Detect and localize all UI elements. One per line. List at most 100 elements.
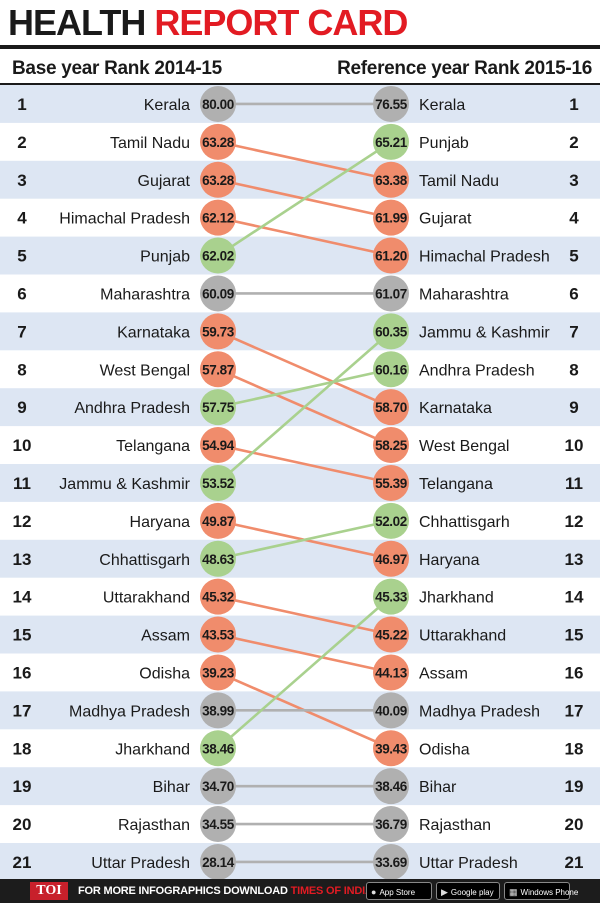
reference-rank-label: 21 bbox=[565, 853, 584, 872]
base-score-marker bbox=[200, 768, 236, 805]
base-rank-label: 21 bbox=[13, 853, 32, 872]
row-stripe bbox=[0, 236, 600, 275]
title-part-2: REPORT CARD bbox=[154, 2, 408, 43]
base-rank-label: 19 bbox=[13, 777, 32, 796]
reference-score-label: 63.38 bbox=[375, 173, 408, 188]
base-state-label: Uttar Pradesh bbox=[91, 855, 190, 872]
reference-rank-label: 14 bbox=[565, 588, 584, 607]
base-score-label: 39.23 bbox=[202, 665, 235, 680]
windows-phone-label: Windows Phone bbox=[520, 888, 579, 897]
google-play-badge[interactable]: ▶ Google play bbox=[436, 882, 500, 900]
base-score-marker bbox=[200, 351, 236, 388]
base-state-label: Uttarakhand bbox=[103, 590, 190, 607]
base-rank-label: 6 bbox=[17, 284, 26, 303]
base-score-label: 53.52 bbox=[202, 476, 234, 491]
base-state-label: Kerala bbox=[144, 97, 190, 114]
rank-change-line bbox=[217, 367, 392, 409]
base-state-label: Odisha bbox=[139, 665, 190, 682]
reference-score-marker bbox=[373, 427, 409, 464]
base-score-label: 43.53 bbox=[202, 628, 235, 643]
reference-state-label: Punjab bbox=[419, 135, 469, 152]
base-score-marker bbox=[200, 540, 236, 577]
reference-state-label: Jharkhand bbox=[419, 590, 494, 607]
reference-score-marker bbox=[373, 616, 409, 653]
base-score-marker bbox=[200, 85, 236, 122]
base-score-marker bbox=[200, 502, 236, 539]
rank-change-line bbox=[217, 595, 392, 750]
base-state-label: Maharashtra bbox=[100, 286, 190, 303]
footer-promo-text: FOR MORE INFOGRAPHICS DOWNLOAD bbox=[78, 885, 288, 897]
row-stripe bbox=[0, 388, 600, 427]
reference-state-label: Andhra Pradesh bbox=[419, 362, 535, 379]
reference-state-label: Jammu & Kashmir bbox=[419, 324, 550, 341]
reference-state-label: Odisha bbox=[419, 741, 470, 758]
base-score-label: 38.99 bbox=[202, 703, 234, 718]
reference-state-label: Telangana bbox=[419, 476, 493, 493]
reference-score-label: 33.69 bbox=[375, 855, 407, 870]
base-rank-label: 2 bbox=[17, 133, 26, 152]
reference-rank-label: 2 bbox=[569, 133, 578, 152]
base-state-label: Chhattisgarh bbox=[99, 552, 190, 569]
reference-rank-label: 5 bbox=[569, 247, 578, 266]
reference-rank-label: 15 bbox=[565, 626, 584, 645]
reference-score-marker bbox=[373, 654, 409, 691]
reference-rank-label: 6 bbox=[569, 284, 578, 303]
title-part-1: HEALTH bbox=[8, 2, 146, 43]
base-rank-label: 8 bbox=[17, 360, 26, 379]
reference-score-marker bbox=[373, 540, 409, 577]
row-stripe bbox=[0, 615, 600, 654]
base-score-label: 34.70 bbox=[202, 779, 234, 794]
base-state-label: Telangana bbox=[116, 438, 190, 455]
base-score-label: 62.02 bbox=[202, 249, 234, 264]
reference-rank-label: 11 bbox=[565, 474, 583, 493]
rank-change-line bbox=[217, 595, 392, 636]
reference-rank-label: 7 bbox=[569, 322, 578, 341]
reference-score-label: 44.13 bbox=[375, 665, 408, 680]
reference-rank-label: 4 bbox=[569, 209, 579, 228]
reference-state-label: Assam bbox=[419, 665, 468, 682]
base-rank-label: 7 bbox=[17, 322, 26, 341]
rank-change-line bbox=[217, 519, 392, 561]
reference-rank-label: 10 bbox=[565, 436, 584, 455]
app-store-badge[interactable]: ● App Store bbox=[366, 882, 432, 900]
base-rank-label: 10 bbox=[13, 436, 32, 455]
reference-score-marker bbox=[373, 123, 409, 160]
rank-change-line bbox=[217, 216, 392, 257]
reference-year-heading: Reference year Rank 2015-16 bbox=[337, 58, 592, 79]
reference-rank-label: 9 bbox=[569, 398, 578, 417]
base-score-marker bbox=[200, 237, 236, 274]
reference-score-label: 45.33 bbox=[375, 590, 408, 605]
reference-score-label: 58.70 bbox=[375, 400, 407, 415]
reference-state-label: Haryana bbox=[419, 552, 480, 569]
base-state-label: Rajasthan bbox=[118, 817, 190, 834]
reference-state-label: Gujarat bbox=[419, 211, 472, 228]
rank-change-line bbox=[217, 633, 392, 674]
base-state-label: Tamil Nadu bbox=[110, 135, 190, 152]
base-rank-label: 15 bbox=[13, 626, 32, 645]
reference-score-label: 55.39 bbox=[375, 476, 407, 491]
reference-state-label: Kerala bbox=[419, 97, 465, 114]
base-rank-label: 14 bbox=[13, 588, 32, 607]
base-score-label: 63.28 bbox=[202, 173, 235, 188]
footer-bar: TOI FOR MORE INFOGRAPHICS DOWNLOAD TIMES… bbox=[0, 879, 600, 903]
base-score-marker bbox=[200, 427, 236, 464]
reference-state-label: Chhattisgarh bbox=[419, 514, 510, 531]
reference-state-label: Madhya Pradesh bbox=[419, 703, 540, 720]
base-score-marker bbox=[200, 578, 236, 615]
base-rank-label: 4 bbox=[17, 209, 27, 228]
reference-score-label: 36.79 bbox=[375, 817, 407, 832]
base-score-marker bbox=[200, 806, 236, 843]
reference-state-label: Uttarakhand bbox=[419, 628, 506, 645]
windows-phone-badge[interactable]: ▦ Windows Phone bbox=[504, 882, 578, 900]
reference-state-label: Rajasthan bbox=[419, 817, 491, 834]
base-state-label: Jharkhand bbox=[115, 741, 190, 758]
base-score-marker bbox=[200, 389, 236, 426]
reference-rank-label: 12 bbox=[565, 512, 584, 531]
reference-score-label: 60.16 bbox=[375, 362, 408, 377]
windows-icon: ▦ bbox=[509, 887, 518, 897]
base-rank-label: 5 bbox=[17, 247, 26, 266]
app-store-label: App Store bbox=[379, 888, 416, 897]
reference-score-marker bbox=[373, 237, 409, 274]
base-score-label: 59.73 bbox=[202, 324, 235, 339]
reference-score-label: 40.09 bbox=[375, 703, 407, 718]
